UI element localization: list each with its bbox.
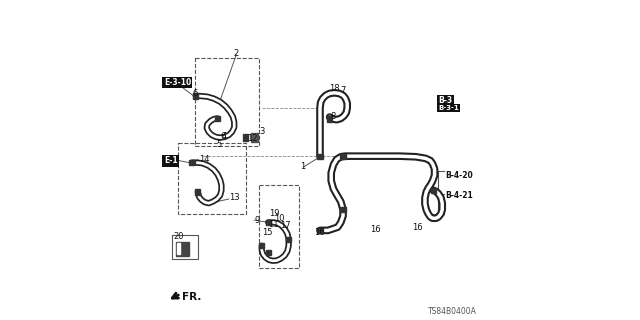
Text: 16: 16 (412, 223, 423, 232)
Bar (215, 116, 220, 121)
Circle shape (328, 116, 332, 120)
Text: 11: 11 (268, 220, 278, 229)
Bar (286, 237, 291, 242)
Text: 16: 16 (371, 225, 381, 234)
Text: B-4-20: B-4-20 (445, 171, 472, 180)
Bar (266, 220, 271, 225)
Text: 12: 12 (247, 134, 257, 143)
Bar (193, 93, 198, 99)
Text: E-3-10: E-3-10 (164, 78, 191, 87)
Bar (251, 133, 259, 142)
Text: 15: 15 (262, 228, 272, 237)
Text: 20: 20 (173, 232, 184, 241)
Text: 7: 7 (340, 86, 345, 95)
Text: 19: 19 (269, 209, 280, 218)
Text: 4: 4 (221, 132, 227, 140)
Text: 13: 13 (229, 193, 239, 202)
Text: 6: 6 (220, 132, 225, 141)
Bar (317, 154, 323, 159)
Bar (317, 228, 323, 233)
Bar (340, 207, 346, 212)
Text: 5: 5 (216, 140, 221, 149)
Bar (266, 250, 271, 255)
Bar (179, 244, 184, 250)
Bar (431, 188, 436, 193)
Text: 14: 14 (199, 155, 209, 164)
Text: B-3: B-3 (438, 96, 452, 105)
Text: TS84B0400A: TS84B0400A (428, 307, 477, 316)
Text: 9: 9 (254, 216, 260, 225)
Bar (177, 243, 180, 254)
Circle shape (194, 95, 198, 99)
Bar (176, 242, 189, 256)
Text: 1: 1 (300, 162, 305, 171)
Bar (259, 243, 264, 248)
Text: E-1: E-1 (164, 156, 177, 165)
Text: 18: 18 (329, 84, 340, 93)
Bar (195, 189, 200, 195)
Circle shape (190, 161, 194, 165)
Text: B-3-1: B-3-1 (438, 105, 459, 111)
Text: 17: 17 (280, 221, 291, 230)
Text: FR.: FR. (182, 292, 201, 302)
Bar (327, 116, 332, 122)
Text: 8: 8 (330, 112, 335, 121)
Text: 6: 6 (192, 89, 197, 98)
Bar (189, 160, 195, 165)
Text: 2: 2 (233, 49, 238, 58)
Bar (243, 134, 248, 141)
Text: 16: 16 (314, 228, 325, 237)
Bar (340, 154, 346, 159)
Text: 10: 10 (274, 214, 284, 223)
Circle shape (432, 189, 436, 193)
Text: B-4-21: B-4-21 (445, 191, 472, 200)
Text: 3: 3 (259, 127, 264, 136)
